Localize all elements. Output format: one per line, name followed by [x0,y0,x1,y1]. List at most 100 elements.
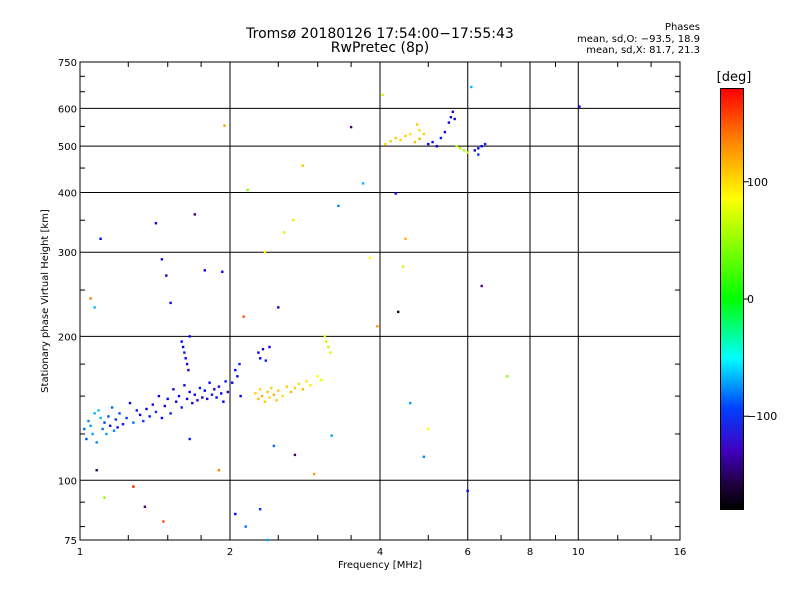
data-point [394,136,397,140]
x-tick-label: 2 [227,547,233,558]
colorbar-tick-label: 100 [747,176,768,189]
data-point [384,142,387,146]
data-point [305,380,308,383]
data-point [325,340,328,343]
data-point [427,427,430,431]
data-point [404,237,407,240]
data-point [264,359,267,362]
data-point [132,485,135,488]
data-point [292,219,295,222]
data-point [95,441,98,444]
x-tick-label: 1 [77,547,83,558]
data-point [301,164,304,167]
colorbar-unit-label: [deg] [716,70,752,85]
data-point [361,182,365,185]
data-point [107,415,110,418]
data-point [349,125,353,129]
data-point [169,412,172,415]
data-point [399,138,402,142]
y-tick-label: 750 [58,58,77,69]
grid-lines [80,62,680,540]
data-point [259,357,262,360]
data-point [260,394,264,398]
data-point [180,340,183,343]
data-point [203,269,206,272]
data-point [213,388,216,391]
data-point [110,406,114,409]
x-tick-label: 8 [527,547,533,558]
data-point [91,432,94,436]
data-point [85,437,88,441]
data-point [312,472,316,476]
data-point [163,404,166,408]
data-point [289,390,293,394]
data-point [185,397,189,401]
data-point [447,121,451,124]
data-point [462,149,466,152]
data-point [165,274,168,277]
data-point [160,416,164,420]
y-tick-label: 500 [58,142,77,153]
x-tick-label: 16 [674,547,687,558]
data-point [477,147,480,150]
data-point [208,381,211,384]
data-point [177,394,181,398]
data-point [401,265,405,268]
data-point [246,188,249,192]
data-point [89,297,92,300]
data-point [220,392,223,395]
data-point [272,444,276,448]
data-point [337,204,340,208]
data-point [261,348,265,351]
y-tick-label: 200 [58,332,77,343]
data-point [266,390,269,394]
data-point [181,345,185,349]
data-point [183,384,186,387]
data-point [157,394,161,398]
data-point [201,396,204,399]
data-point [135,409,138,412]
data-point [459,147,462,150]
data-point [368,256,372,259]
y-axis-label: Stationary phase Virtual Height [km] [40,209,51,393]
data-point [320,378,323,382]
data-point [172,388,175,391]
data-point [301,388,304,391]
phases-heading: Phases [664,22,700,33]
data-point [409,401,412,405]
data-point [263,251,267,254]
x-tick-label: 10 [572,547,585,558]
data-point [118,412,121,415]
x-tick-label: 4 [377,547,383,558]
data-point [480,145,483,148]
data-point [293,453,297,457]
data-point [397,310,400,314]
data-point [453,117,456,121]
data-point [275,399,278,402]
colorbar-ticks: 100 0 −100 [744,176,777,423]
data-point [409,132,412,136]
y-tick-label: 400 [58,188,77,199]
data-point [217,469,221,472]
data-point [381,93,384,97]
data-point [257,351,260,354]
data-point [125,416,128,420]
data-point [435,145,438,148]
data-point [413,140,417,144]
x-tick-label: 6 [465,547,471,558]
phase-x-stats: mean, sd,X: 81.7, 21.3 [586,45,700,56]
phase-o-stats: mean, sd,O: −93.5, 18.9 [577,34,700,45]
data-point [116,426,119,429]
data-point [254,392,257,395]
data-point [154,222,158,225]
data-point [234,368,237,372]
data-point [148,415,151,418]
phase-colorbar [720,88,744,510]
data-point [330,434,333,437]
data-point [166,397,169,401]
data-point [105,432,108,436]
data-point [244,525,247,528]
data-point [223,124,226,127]
data-point [480,284,483,288]
